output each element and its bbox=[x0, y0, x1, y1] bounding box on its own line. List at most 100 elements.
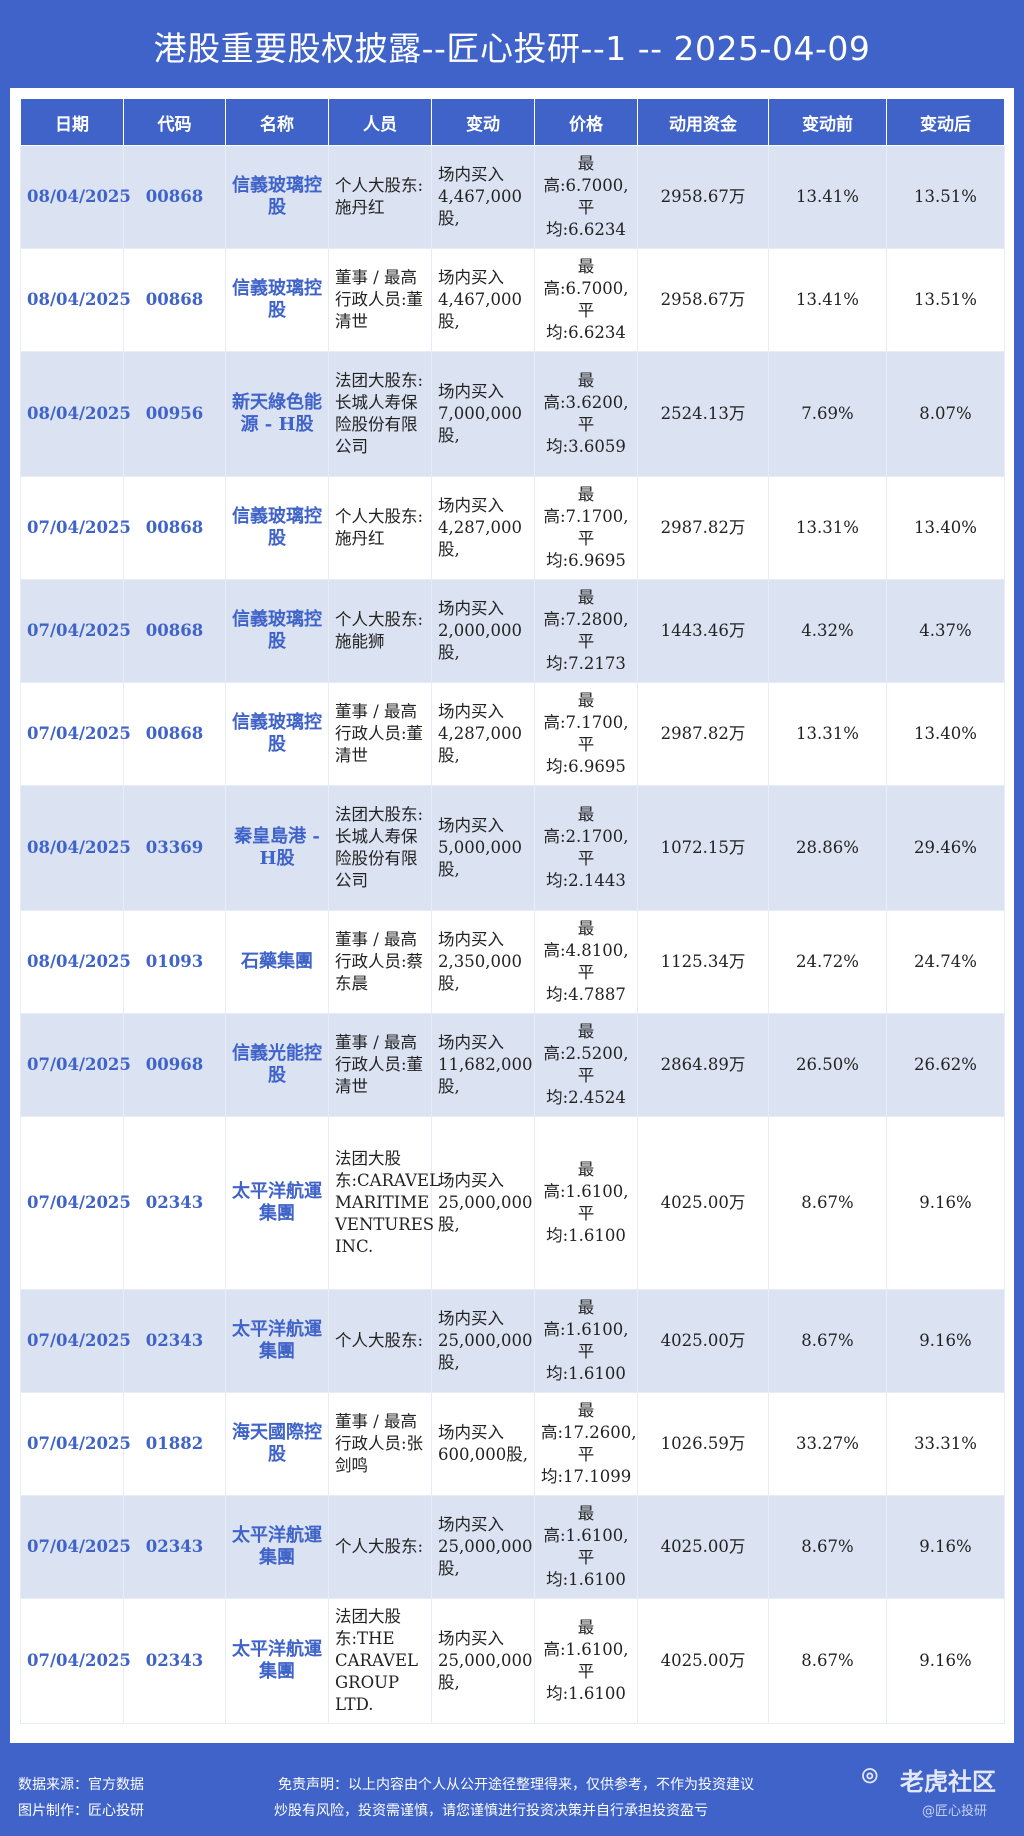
cell-code: 01093 bbox=[123, 910, 226, 1014]
cell-funds: 1443.46万 bbox=[637, 579, 769, 683]
cell-after: 29.46% bbox=[886, 785, 1005, 911]
cell-before: 7.69% bbox=[768, 351, 887, 477]
cell-code: 02343 bbox=[123, 1598, 226, 1724]
cell-funds: 1072.15万 bbox=[637, 785, 769, 911]
col-header-funds: 动用资金 bbox=[637, 98, 769, 146]
watermark: ⌾ 老虎社区 @匠心投研 bbox=[862, 1760, 1022, 1830]
cell-code: 00868 bbox=[123, 579, 226, 683]
cell-change: 场内买入25,000,000股, bbox=[431, 1495, 535, 1599]
table-panel: 日期 代码 名称 人员 变动 价格 动用资金 变动前 变动后 08/04/202… bbox=[10, 88, 1014, 1743]
cell-price: 最高:7.1700,平均:6.9695 bbox=[534, 682, 638, 786]
cell-price: 最高:1.6100,平均:1.6100 bbox=[534, 1495, 638, 1599]
cell-change: 场内买入2,000,000股, bbox=[431, 579, 535, 683]
footer-risk: 炒股有风险，投资需谨慎，请您谨慎进行投资决策并自行承担投资盈亏 bbox=[274, 1803, 708, 1819]
cell-person: 个人大股东:施能狮 bbox=[328, 579, 432, 683]
watermark-text: 老虎社区 bbox=[900, 1768, 996, 1796]
col-header-date: 日期 bbox=[20, 98, 124, 146]
cell-change: 场内买入4,467,000股, bbox=[431, 248, 535, 352]
cell-funds: 2958.67万 bbox=[637, 248, 769, 352]
cell-date: 07/04/2025 bbox=[20, 1116, 131, 1290]
cell-person: 法团大股东:CARAVEL MARITIME VENTURES INC. bbox=[328, 1116, 440, 1290]
cell-person: 个人大股东:施丹红 bbox=[328, 476, 432, 580]
table-row: 07/04/2025 00868 信義玻璃控股 个人大股东:施能狮 场内买入2,000,… bbox=[20, 579, 1005, 683]
footer-disclaimer: 免责声明：以上内容由个人从公开途径整理得来，仅供参考，不作为投资建议 bbox=[278, 1777, 754, 1793]
cell-before: 13.31% bbox=[768, 682, 887, 786]
cell-price: 最高:1.6100,平均:1.6100 bbox=[534, 1289, 638, 1393]
cell-name: 海天國際控股 bbox=[225, 1392, 329, 1496]
cell-after: 13.51% bbox=[886, 145, 1005, 249]
cell-funds: 2524.13万 bbox=[637, 351, 769, 477]
cell-funds: 4025.00万 bbox=[637, 1116, 769, 1290]
cell-funds: 1125.34万 bbox=[637, 910, 769, 1014]
col-header-after: 变动后 bbox=[886, 98, 1005, 146]
cell-name: 太平洋航運集團 bbox=[225, 1495, 329, 1599]
cell-funds: 2864.89万 bbox=[637, 1013, 769, 1117]
table-row: 07/04/2025 02343 太平洋航運集團 个人大股东: 场内买入25,000,0… bbox=[20, 1289, 1005, 1393]
cell-code: 00868 bbox=[123, 682, 226, 786]
cell-funds: 2987.82万 bbox=[637, 476, 769, 580]
cell-name: 新天綠色能源 - H股 bbox=[225, 351, 329, 477]
col-header-change: 变动 bbox=[431, 98, 535, 146]
cell-change: 场内买入25,000,000股, bbox=[431, 1598, 535, 1724]
cell-code: 03369 bbox=[123, 785, 226, 911]
cell-date: 08/04/2025 bbox=[20, 785, 131, 911]
table-row: 07/04/2025 00968 信義光能控股 董事 / 最高行政人员:董清世 场内买入… bbox=[20, 1013, 1005, 1117]
page-title: 港股重要股权披露--匠心投研--1 -- 2025-04-09 bbox=[153, 29, 871, 68]
cell-name: 信義玻璃控股 bbox=[225, 682, 329, 786]
cell-after: 9.16% bbox=[886, 1289, 1005, 1393]
cell-price: 最高:1.6100,平均:1.6100 bbox=[534, 1116, 638, 1290]
cell-code: 02343 bbox=[123, 1116, 226, 1290]
table-row: 08/04/2025 00956 新天綠色能源 - H股 法团大股东:长城人寿保险股份… bbox=[20, 351, 1005, 477]
cell-person: 董事 / 最高行政人员:董清世 bbox=[328, 248, 432, 352]
table-row: 07/04/2025 00868 信義玻璃控股 个人大股东:施丹红 场内买入4,287,… bbox=[20, 476, 1005, 580]
cell-code: 00868 bbox=[123, 145, 226, 249]
cell-price: 最高:2.1700,平均:2.1443 bbox=[534, 785, 638, 911]
cell-name: 太平洋航運集團 bbox=[225, 1598, 329, 1724]
cell-funds: 1026.59万 bbox=[637, 1392, 769, 1496]
cell-change: 场内买入25,000,000股, bbox=[431, 1289, 535, 1393]
cell-funds: 4025.00万 bbox=[637, 1598, 769, 1724]
cell-before: 13.41% bbox=[768, 248, 887, 352]
cell-person: 董事 / 最高行政人员:张剑鸣 bbox=[328, 1392, 432, 1496]
cell-date: 08/04/2025 bbox=[20, 910, 131, 1014]
cell-change: 场内买入4,287,000股, bbox=[431, 476, 535, 580]
cell-funds: 4025.00万 bbox=[637, 1289, 769, 1393]
table-row: 08/04/2025 00868 信義玻璃控股 个人大股东:施丹红 场内买入4,467,… bbox=[20, 145, 1005, 249]
table-row: 07/04/2025 01882 海天國際控股 董事 / 最高行政人员:张剑鸣 场内买入… bbox=[20, 1392, 1005, 1496]
watermark-sub: @匠心投研 bbox=[922, 1804, 988, 1819]
cell-funds: 2987.82万 bbox=[637, 682, 769, 786]
table-row: 08/04/2025 01093 石藥集團 董事 / 最高行政人员:蔡东晨 场内买入2,… bbox=[20, 910, 1005, 1014]
cell-before: 24.72% bbox=[768, 910, 887, 1014]
cell-person: 董事 / 最高行政人员:董清世 bbox=[328, 682, 432, 786]
cell-code: 02343 bbox=[123, 1495, 226, 1599]
cell-person: 法团大股东:长城人寿保险股份有限公司 bbox=[328, 785, 432, 911]
cell-change: 场内买入2,350,000股, bbox=[431, 910, 535, 1014]
cell-date: 07/04/2025 bbox=[20, 1392, 131, 1496]
cell-name: 秦皇島港 - H股 bbox=[225, 785, 329, 911]
cell-price: 最高:1.6100,平均:1.6100 bbox=[534, 1598, 638, 1724]
cell-price: 最高:6.7000,平均:6.6234 bbox=[534, 145, 638, 249]
cell-date: 07/04/2025 bbox=[20, 1013, 131, 1117]
cell-after: 9.16% bbox=[886, 1116, 1005, 1290]
cell-after: 13.40% bbox=[886, 476, 1005, 580]
footer-made-by: 图片制作：匠心投研 bbox=[18, 1803, 144, 1819]
cell-price: 最高:7.2800,平均:7.2173 bbox=[534, 579, 638, 683]
cell-change: 场内买入4,287,000股, bbox=[431, 682, 535, 786]
tiger-logo-icon: ⌾ bbox=[862, 1762, 878, 1792]
disclosure-table: 日期 代码 名称 人员 变动 价格 动用资金 变动前 变动后 08/04/202… bbox=[20, 98, 1005, 1724]
cell-after: 9.16% bbox=[886, 1598, 1005, 1724]
cell-name: 信義玻璃控股 bbox=[225, 579, 329, 683]
cell-before: 26.50% bbox=[768, 1013, 887, 1117]
cell-change: 场内买入600,000股, bbox=[431, 1392, 535, 1496]
cell-name: 信義玻璃控股 bbox=[225, 145, 329, 249]
cell-before: 4.32% bbox=[768, 579, 887, 683]
table-row: 08/04/2025 03369 秦皇島港 - H股 法团大股东:长城人寿保险股份有限… bbox=[20, 785, 1005, 911]
header-row: 日期 代码 名称 人员 变动 价格 动用资金 变动前 变动后 bbox=[20, 98, 1005, 146]
cell-before: 8.67% bbox=[768, 1116, 887, 1290]
cell-price: 最高:7.1700,平均:6.9695 bbox=[534, 476, 638, 580]
cell-after: 8.07% bbox=[886, 351, 1005, 477]
footer-source: 数据来源：官方数据 bbox=[18, 1777, 144, 1793]
cell-after: 26.62% bbox=[886, 1013, 1005, 1117]
cell-name: 信義玻璃控股 bbox=[225, 476, 329, 580]
col-header-before: 变动前 bbox=[768, 98, 887, 146]
